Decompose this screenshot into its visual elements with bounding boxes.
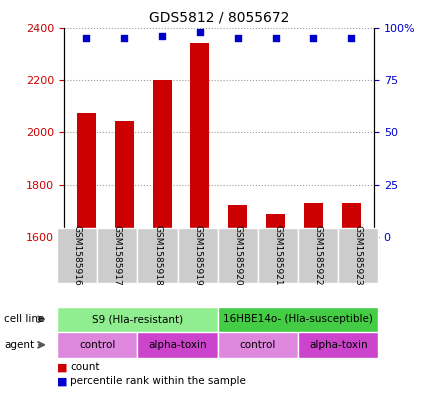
Point bbox=[121, 35, 128, 41]
Text: ■: ■ bbox=[57, 362, 68, 373]
Text: GSM1585917: GSM1585917 bbox=[113, 225, 122, 286]
Text: GSM1585922: GSM1585922 bbox=[314, 225, 323, 286]
Point bbox=[196, 29, 203, 35]
Text: count: count bbox=[70, 362, 99, 373]
Bar bbox=[153, 80, 172, 237]
Text: ■: ■ bbox=[57, 376, 68, 386]
Point bbox=[159, 33, 165, 39]
Text: GSM1585920: GSM1585920 bbox=[233, 225, 242, 286]
Text: control: control bbox=[79, 340, 116, 350]
Text: 16HBE14o- (Hla-susceptible): 16HBE14o- (Hla-susceptible) bbox=[223, 314, 373, 324]
FancyBboxPatch shape bbox=[57, 332, 137, 358]
FancyBboxPatch shape bbox=[258, 228, 298, 283]
FancyBboxPatch shape bbox=[218, 228, 258, 283]
FancyBboxPatch shape bbox=[298, 332, 379, 358]
Text: agent: agent bbox=[4, 340, 34, 350]
FancyBboxPatch shape bbox=[57, 228, 97, 283]
Text: control: control bbox=[240, 340, 276, 350]
Text: GSM1585921: GSM1585921 bbox=[274, 225, 283, 286]
Point bbox=[272, 35, 279, 41]
Text: GSM1585923: GSM1585923 bbox=[354, 225, 363, 286]
Point bbox=[348, 35, 355, 41]
Text: GSM1585919: GSM1585919 bbox=[193, 225, 202, 286]
Point bbox=[83, 35, 90, 41]
Bar bbox=[77, 113, 96, 237]
Text: GSM1585916: GSM1585916 bbox=[73, 225, 82, 286]
Bar bbox=[115, 121, 134, 237]
Title: GDS5812 / 8055672: GDS5812 / 8055672 bbox=[149, 11, 289, 25]
FancyBboxPatch shape bbox=[218, 307, 379, 332]
FancyBboxPatch shape bbox=[97, 228, 137, 283]
Text: GSM1585918: GSM1585918 bbox=[153, 225, 162, 286]
Bar bbox=[190, 43, 210, 237]
FancyBboxPatch shape bbox=[298, 228, 338, 283]
FancyBboxPatch shape bbox=[338, 228, 379, 283]
FancyBboxPatch shape bbox=[178, 228, 218, 283]
FancyBboxPatch shape bbox=[57, 307, 218, 332]
FancyBboxPatch shape bbox=[218, 332, 298, 358]
Bar bbox=[228, 205, 247, 237]
Bar bbox=[304, 203, 323, 237]
Text: cell line: cell line bbox=[4, 314, 45, 324]
Text: alpha-toxin: alpha-toxin bbox=[309, 340, 368, 350]
FancyBboxPatch shape bbox=[137, 228, 178, 283]
Text: S9 (Hla-resistant): S9 (Hla-resistant) bbox=[92, 314, 183, 324]
Point bbox=[310, 35, 317, 41]
Text: alpha-toxin: alpha-toxin bbox=[148, 340, 207, 350]
Bar bbox=[266, 214, 285, 237]
Point bbox=[235, 35, 241, 41]
FancyBboxPatch shape bbox=[137, 332, 218, 358]
Bar bbox=[342, 203, 361, 237]
Text: percentile rank within the sample: percentile rank within the sample bbox=[70, 376, 246, 386]
